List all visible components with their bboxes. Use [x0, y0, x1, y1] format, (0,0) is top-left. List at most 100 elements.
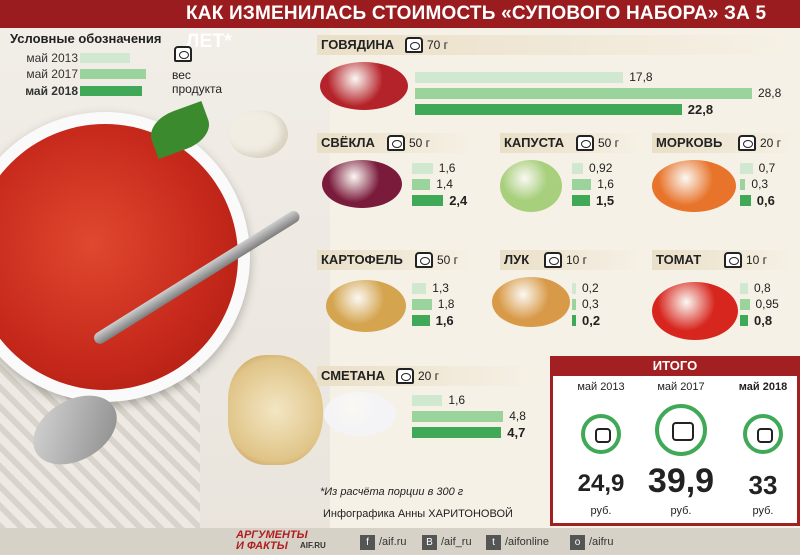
product-weight-beet: 50 г — [409, 136, 431, 150]
section-header-potato — [317, 250, 477, 270]
bar-beet-0 — [412, 163, 433, 174]
brand-site: AIF.RU — [300, 541, 326, 550]
product-weight-beef: 70 г — [427, 38, 449, 52]
brand-line-2: И ФАКТЫ — [236, 540, 288, 552]
bar-beet-2 — [412, 195, 444, 206]
value-label-cream-2: 4,7 — [507, 425, 526, 440]
bread-icon — [228, 355, 323, 465]
scale-icon — [387, 135, 405, 151]
tomato-icon — [652, 282, 738, 340]
credit: Инфографика Анны ХАРИТОНОВОЙ — [323, 508, 513, 520]
product-name-beef: ГОВЯДИНА — [321, 37, 395, 52]
legend-swatch-2018 — [80, 86, 142, 96]
social-link-3[interactable]: о/aifru — [570, 534, 613, 550]
social-handle-3: /aifru — [589, 536, 614, 548]
legend-swatch-2013 — [80, 53, 130, 63]
wallet-icon — [743, 414, 783, 454]
legend-label-2013: май 2013 — [26, 51, 78, 65]
bar-carrot-2 — [740, 195, 751, 206]
product-name-beet: СВЁКЛА — [321, 135, 375, 150]
bar-onion-1 — [572, 299, 576, 310]
social-icon-0: f — [360, 534, 375, 550]
bar-onion-2 — [572, 315, 576, 326]
brand-line-1: АРГУМЕНТЫ — [236, 529, 308, 541]
section-header-beef — [317, 35, 797, 55]
product-weight-potato: 50 г — [437, 253, 459, 267]
value-label-onion-0: 0,2 — [582, 281, 599, 295]
product-name-tomato: ТОМАТ — [656, 252, 702, 267]
bar-carrot-0 — [740, 163, 753, 174]
bar-potato-0 — [412, 283, 427, 294]
social-link-2[interactable]: t/aifonline — [486, 534, 549, 550]
social-link-1[interactable]: В/aif_ru — [422, 534, 472, 550]
product-weight-cream: 20 г — [418, 369, 440, 383]
bar-cabbage-1 — [572, 179, 592, 190]
borscht-soup — [0, 124, 238, 390]
value-label-cream-0: 1,6 — [448, 393, 466, 407]
value-label-carrot-0: 0,7 — [758, 161, 776, 175]
product-weight-carrot: 20 г — [760, 136, 782, 150]
section-header-carrot — [652, 133, 797, 153]
product-name-carrot: МОРКОВЬ — [656, 135, 723, 150]
product-weight-onion: 10 г — [566, 253, 588, 267]
wallet-icon — [655, 404, 707, 456]
social-link-0[interactable]: f/aif.ru — [360, 534, 407, 550]
potato-icon — [326, 280, 406, 332]
value-label-beef-2: 22,8 — [687, 102, 714, 117]
scale-icon — [396, 368, 414, 384]
bar-beef-1 — [415, 88, 752, 99]
totals-year-1: май 2017 — [657, 381, 705, 393]
section-header-onion — [500, 250, 645, 270]
bar-cream-0 — [412, 395, 443, 406]
totals-year-0: май 2013 — [577, 381, 625, 393]
scale-icon — [544, 252, 562, 268]
value-label-tomato-1: 0,95 — [755, 297, 779, 311]
social-icon-3: о — [570, 534, 585, 550]
product-name-cream: СМЕТАНА — [321, 368, 386, 383]
totals-unit-2: руб. — [752, 505, 774, 517]
value-label-tomato-2: 0,8 — [754, 313, 773, 328]
value-label-beef-0: 17,8 — [629, 70, 653, 84]
section-header-cabbage — [500, 133, 645, 153]
scale-icon — [576, 135, 594, 151]
legend-swatch-2017 — [80, 69, 146, 79]
value-label-beet-2: 2,4 — [449, 193, 468, 208]
legend-weight-label-2: продукта — [172, 82, 223, 96]
brand-logo: АРГУМЕНТЫ И ФАКТЫ — [236, 530, 308, 552]
bar-potato-1 — [412, 299, 432, 310]
scale-icon — [405, 37, 423, 53]
value-label-tomato-0: 0,8 — [754, 281, 771, 295]
bar-cream-2 — [412, 427, 502, 438]
page-title: КАК ИЗМЕНИЛАСЬ СТОИМОСТЬ «СУПОВОГО НАБОР… — [0, 0, 800, 52]
value-label-cabbage-1: 1,6 — [597, 177, 614, 191]
beef-icon — [320, 62, 408, 110]
bar-carrot-1 — [740, 179, 746, 190]
totals-value-1: 39,9 — [647, 462, 715, 500]
scale-icon — [724, 252, 742, 268]
social-handle-1: /aif_ru — [441, 536, 472, 548]
value-label-beet-0: 1,6 — [438, 161, 456, 175]
value-label-potato-0: 1,3 — [432, 281, 449, 295]
product-name-onion: ЛУК — [504, 252, 530, 267]
value-label-cabbage-0: 0,92 — [589, 161, 613, 175]
legend-weight-label-1: вес — [172, 68, 191, 82]
value-label-potato-1: 1,8 — [437, 297, 455, 311]
totals-value-0: 24,9 — [577, 470, 625, 497]
product-name-cabbage: КАПУСТА — [504, 135, 565, 150]
value-label-cream-1: 4,8 — [509, 409, 526, 423]
value-label-onion-2: 0,2 — [582, 313, 601, 328]
legend-label-2017: май 2017 — [26, 67, 78, 81]
bar-cabbage-0 — [572, 163, 584, 174]
legend-label-2018: май 2018 — [25, 84, 78, 98]
value-label-carrot-2: 0,6 — [756, 193, 775, 208]
totals-year-2: май 2018 — [738, 381, 788, 393]
bar-beef-2 — [415, 104, 682, 115]
value-label-carrot-1: 0,3 — [751, 177, 769, 191]
value-label-onion-1: 0,3 — [582, 297, 599, 311]
bar-cabbage-2 — [572, 195, 590, 206]
onion-icon — [492, 277, 570, 327]
footnote: *Из расчёта порции в 300 г — [320, 486, 464, 498]
totals-title: ИТОГО — [550, 356, 800, 376]
totals-unit-0: руб. — [590, 505, 612, 517]
product-weight-tomato: 10 г — [746, 253, 768, 267]
